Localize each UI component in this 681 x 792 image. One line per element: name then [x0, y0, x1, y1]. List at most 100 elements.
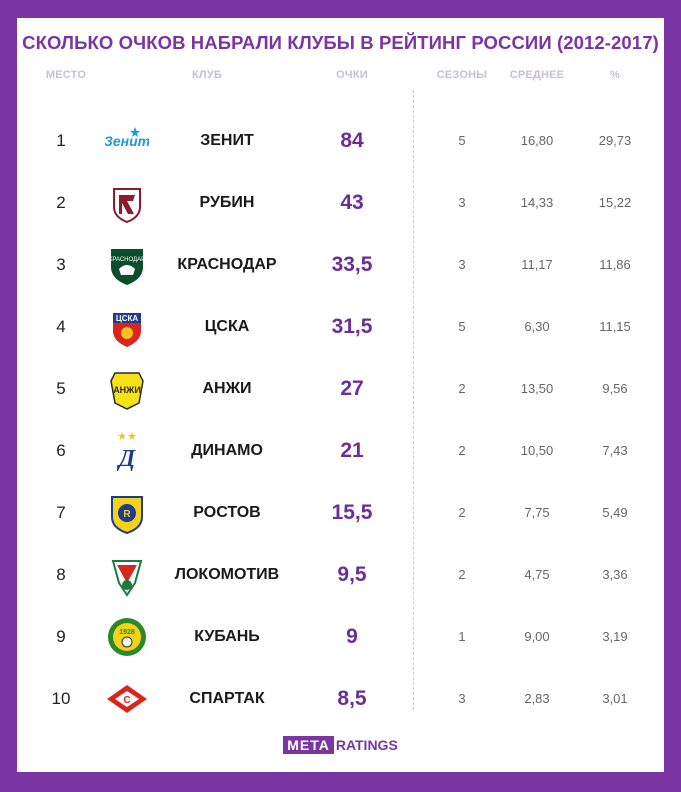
seasons-value: 5: [458, 133, 466, 148]
avg-value: 4,75: [524, 567, 550, 582]
avg-value: 13,50: [520, 381, 554, 396]
pct-value: 11,86: [599, 257, 631, 272]
points-value: 8,5: [337, 687, 367, 710]
points-value: 9: [346, 625, 358, 648]
seasons-value: 5: [458, 319, 466, 334]
points-value: 84: [340, 129, 364, 152]
pct-value: 5,49: [602, 505, 628, 520]
svg-text:С: С: [123, 695, 130, 706]
table-row: 5 АНЖИ АНЖИ 27 2 13,50 9,56: [17, 358, 664, 420]
points-value: 33,5: [331, 253, 373, 276]
table-row: 10 С СПАРТАК 8,5 3 2,83 3,01: [17, 668, 664, 730]
rank-cell: 4: [56, 317, 66, 336]
rank-cell: 3: [56, 255, 66, 274]
avg-value: 11,17: [521, 257, 553, 272]
svg-text:АНЖИ: АНЖИ: [113, 385, 141, 395]
club-name: ЦСКА: [204, 318, 250, 335]
club-name: ЛОКОМОТИВ: [174, 566, 280, 583]
seasons-value: 2: [458, 381, 466, 396]
ratings-card: СКОЛЬКО ОЧКОВ НАБРАЛИ КЛУБЫ В РЕЙТИНГ РО…: [17, 18, 664, 772]
table-row: 2 РУБИН 43 3 14,33 15,22: [17, 172, 664, 234]
rank-cell: 8: [56, 565, 66, 584]
page-title: СКОЛЬКО ОЧКОВ НАБРАЛИ КЛУБЫ В РЕЙТИНГ РО…: [22, 32, 659, 53]
seasons-value: 1: [458, 629, 466, 644]
header-rank: МЕСТО: [45, 69, 87, 81]
club-name: ЗЕНИТ: [200, 132, 254, 149]
rank-cell: 9: [56, 627, 66, 646]
avg-value: 2,83: [524, 691, 550, 706]
club-name: КРАСНОДАР: [177, 256, 277, 273]
table-row: 8 ЛОКОМОТИВ 9,5 2 4,75 3,36: [17, 544, 664, 606]
points-value: 43: [340, 191, 364, 214]
spartak-logo-icon: С: [102, 668, 152, 730]
seasons-value: 2: [458, 567, 466, 582]
seasons-value: 3: [458, 257, 466, 272]
avg-value: 9,00: [524, 629, 550, 644]
seasons-value: 3: [458, 691, 466, 706]
rank-cell: 2: [56, 193, 66, 212]
pct-value: 3,01: [602, 691, 628, 706]
zenit-logo-icon: Зенит: [102, 110, 152, 172]
svg-text:Зенит: Зенит: [105, 133, 149, 149]
table-row: 7 R РОСТОВ 15,5 2 7,75 5,49: [17, 482, 664, 544]
header-seasons: СЕЗОНЫ: [436, 69, 488, 81]
rubin-logo-icon: [102, 172, 152, 234]
pct-value: 15,22: [598, 195, 632, 210]
rank-cell: 1: [56, 131, 66, 150]
points-value: 31,5: [331, 315, 373, 338]
pct-value: 7,43: [602, 443, 628, 458]
rostov-logo-icon: R: [102, 482, 152, 544]
lokomotiv-logo-icon: [102, 544, 152, 606]
avg-value: 10,50: [520, 443, 554, 458]
rank-cell: 10: [51, 689, 71, 708]
club-name: КУБАНЬ: [194, 628, 260, 645]
seasons-value: 2: [458, 443, 466, 458]
avg-value: 6,30: [524, 319, 550, 334]
header-pct: %: [610, 69, 620, 81]
header-club: КЛУБ: [192, 69, 222, 81]
svg-text:R: R: [123, 509, 131, 520]
column-divider: [413, 90, 414, 710]
table-row: 9 1928 КУБАНЬ 9 1 9,00 3,19: [17, 606, 664, 668]
rank-cell: 7: [56, 503, 66, 522]
table-row: 3 КРАСНОДАР КРАСНОДАР 33,5 3 11,17 11,86: [17, 234, 664, 296]
svg-text:Д: Д: [117, 446, 137, 472]
avg-value: 16,80: [520, 133, 554, 148]
seasons-value: 3: [458, 195, 466, 210]
kuban-logo-icon: 1928: [102, 606, 152, 668]
pct-value: 29,73: [598, 133, 632, 148]
club-name: ДИНАМО: [191, 442, 263, 459]
points-value: 9,5: [337, 563, 367, 586]
avg-value: 14,33: [520, 195, 554, 210]
club-name: РОСТОВ: [193, 504, 261, 521]
brand-meta: META: [283, 736, 334, 754]
anzhi-logo-icon: АНЖИ: [102, 358, 152, 420]
svg-text:КРАСНОДАР: КРАСНОДАР: [109, 257, 145, 263]
krasnodar-logo-icon: КРАСНОДАР: [102, 234, 152, 296]
brand-logo: META RATINGS: [17, 736, 664, 754]
pct-value: 9,56: [602, 381, 628, 396]
seasons-value: 2: [458, 505, 466, 520]
points-value: 27: [340, 377, 364, 400]
pct-value: 11,15: [599, 319, 631, 334]
club-name: АНЖИ: [202, 380, 252, 397]
brand-ratings: RATINGS: [335, 737, 398, 753]
table-row: 1 Зенит ЗЕНИТ 84 5 16,80 29,73: [17, 110, 664, 172]
table-row: 6 Д ДИНАМО 21 2 10,50 7,43: [17, 420, 664, 482]
svg-text:ЦСКА: ЦСКА: [116, 314, 139, 323]
points-value: 21: [340, 439, 364, 462]
avg-value: 7,75: [524, 505, 550, 520]
svg-text:1928: 1928: [119, 629, 135, 636]
rank-cell: 5: [56, 379, 66, 398]
club-name: РУБИН: [199, 194, 255, 211]
rank-cell: 6: [56, 441, 66, 460]
cska-logo-icon: ЦСКА: [102, 296, 152, 358]
club-name: СПАРТАК: [189, 690, 265, 707]
pct-value: 3,36: [602, 567, 628, 582]
header-avg: СРЕДНЕЕ: [509, 69, 565, 81]
header-points: ОЧКИ: [336, 69, 368, 81]
points-value: 15,5: [331, 501, 373, 524]
pct-value: 3,19: [602, 629, 628, 644]
dinamo-logo-icon: Д: [102, 420, 152, 482]
table-row: 4 ЦСКА ЦСКА 31,5 5 6,30 11,15: [17, 296, 664, 358]
